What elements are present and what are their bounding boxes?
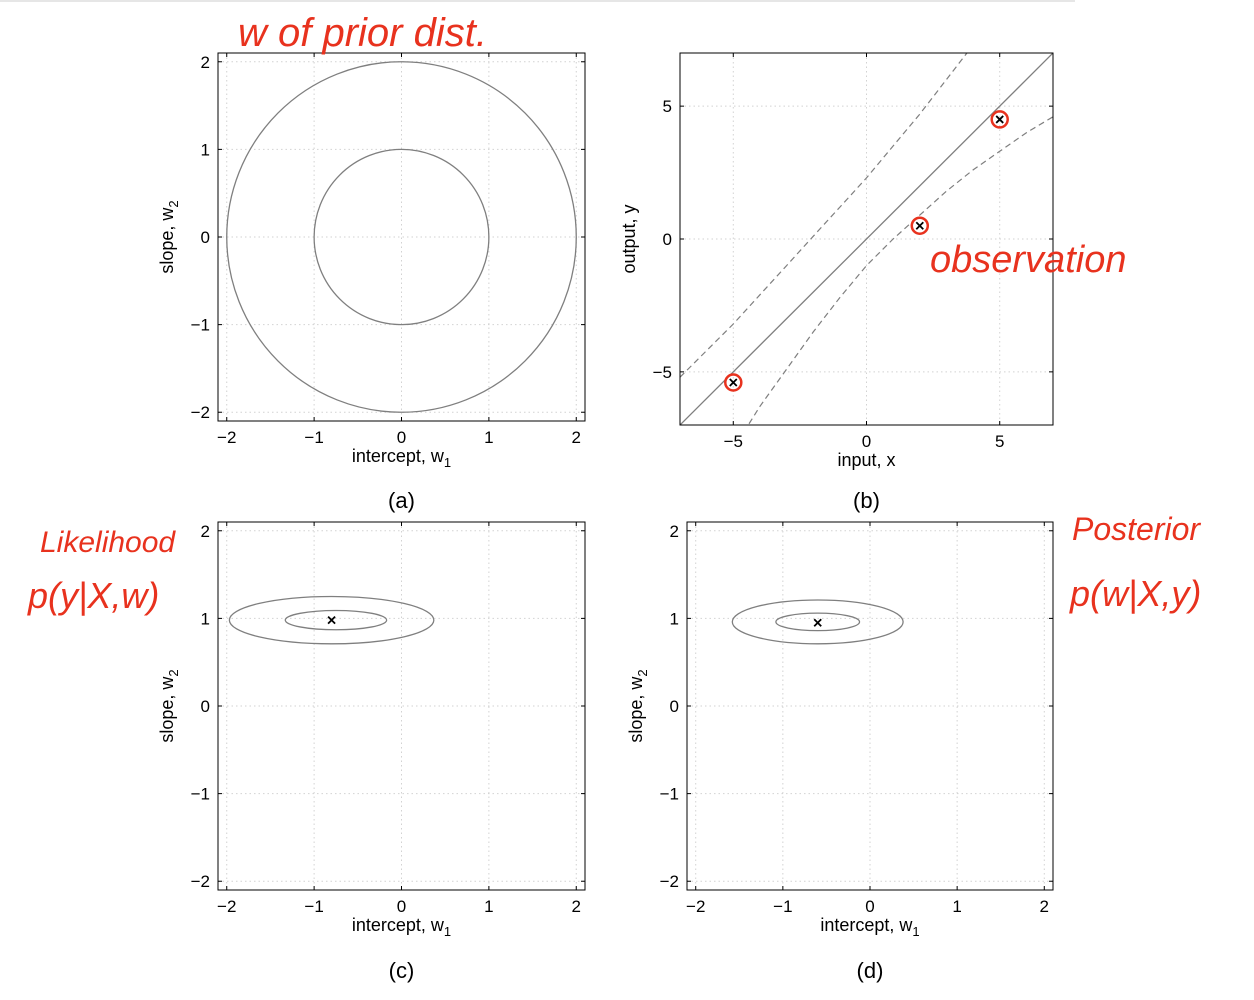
x-axis-label-subscript: 1 — [912, 924, 919, 939]
x-tick-label: −2 — [217, 897, 236, 916]
observation-circle — [990, 110, 1009, 129]
band-lower — [747, 116, 1053, 425]
likelihood-annotation: Likelihood p(y|X,w) — [27, 526, 176, 616]
likelihood-title: Likelihood — [40, 526, 176, 559]
y-axis-label: slope, w2 — [157, 669, 181, 742]
panel-caption: (a) — [388, 488, 415, 513]
panel-a: −2 −1 0 1 2 −2 −1 0 1 2 intercept, w1 slope, w2 (a) — [157, 52, 586, 513]
y-axis-label-subscript: 2 — [166, 669, 181, 676]
panel-caption: (b) — [853, 488, 880, 513]
x-tick-label: 2 — [1040, 897, 1049, 916]
x-tick-label: −5 — [724, 432, 743, 451]
top-divider — [0, 0, 1075, 2]
x-tick-label: 0 — [397, 428, 406, 447]
y-tick-label: −1 — [191, 785, 210, 804]
x-tick-label: −1 — [773, 897, 792, 916]
x-tick-label: 1 — [484, 897, 493, 916]
y-tick-label: 0 — [663, 230, 672, 249]
y-tick-label: 1 — [670, 609, 679, 628]
y-tick-label: −1 — [660, 785, 679, 804]
y-tick-label: −2 — [191, 403, 210, 422]
x-tick-label: −1 — [304, 428, 323, 447]
observation-circle — [910, 216, 930, 235]
y-axis-label-subscript: 2 — [166, 200, 181, 207]
panel-d: −2 −1 0 1 2 −2 −1 0 1 2 intercept, w1 slope, w2 (d) — [626, 521, 1054, 983]
posterior-formula: p(w|X,y) — [1069, 573, 1201, 614]
y-tick-label: 0 — [201, 228, 210, 247]
center-marker — [327, 615, 336, 625]
y-tick-label: 0 — [201, 697, 210, 716]
observation-annotation: observation — [930, 239, 1126, 281]
x-axis-label: intercept, w1 — [820, 915, 919, 939]
plot-area — [680, 53, 1053, 425]
posterior-annotation: Posterior p(w|X,y) — [1069, 511, 1201, 614]
plot-area — [731, 599, 904, 645]
x-tick-label: 0 — [862, 432, 871, 451]
y-tick-label: 2 — [201, 53, 210, 72]
mean-line — [680, 53, 1053, 425]
y-tick-label: 1 — [201, 609, 210, 628]
data-point — [995, 115, 1004, 124]
data-point — [915, 221, 924, 230]
contour-ellipse — [284, 609, 388, 631]
likelihood-formula: p(y|X,w) — [27, 575, 159, 616]
x-axis-label-subscript: 1 — [444, 455, 451, 470]
contour-ellipse — [731, 599, 904, 645]
y-tick-label: −5 — [653, 363, 672, 382]
contour-ellipse — [226, 61, 577, 413]
x-tick-label: 0 — [865, 897, 874, 916]
y-tick-label: 1 — [201, 140, 210, 159]
panel-b: −5 0 5 −5 0 5 input, x output, y (b) — [619, 52, 1054, 513]
y-axis-label-subscript: 2 — [635, 669, 650, 676]
x-tick-label: 1 — [484, 428, 493, 447]
x-axis-label: input, x — [837, 450, 895, 470]
plot-area — [228, 595, 435, 645]
x-axis-label-subscript: 1 — [444, 924, 451, 939]
data-point — [729, 378, 738, 387]
panel-c: −2 −1 0 1 2 −2 −1 0 1 2 intercept, w1 slope, w2 (c) — [157, 521, 586, 983]
x-axis-label: intercept, w1 — [352, 915, 451, 939]
y-axis-label: slope, w2 — [157, 200, 181, 273]
y-tick-label: 0 — [670, 697, 679, 716]
panel-caption: (c) — [389, 958, 415, 983]
x-tick-label: 0 — [397, 897, 406, 916]
contour-ellipse — [228, 595, 435, 645]
y-tick-label: −1 — [191, 316, 210, 335]
x-tick-label: −2 — [686, 897, 705, 916]
observation-annotation-text: observation — [930, 239, 1126, 281]
center-marker — [813, 618, 822, 627]
contour-ellipse — [775, 612, 861, 632]
y-tick-label: −2 — [191, 872, 210, 891]
x-tick-label: 1 — [952, 897, 961, 916]
y-axis-label: output, y — [619, 204, 639, 273]
observation-circle — [724, 373, 743, 392]
y-tick-label: 2 — [201, 522, 210, 541]
x-tick-label: −1 — [304, 897, 323, 916]
prior-annotation: w of prior dist. — [238, 11, 487, 55]
contour-ellipse — [313, 148, 490, 326]
x-tick-label: 5 — [995, 432, 1004, 451]
y-tick-label: −2 — [660, 872, 679, 891]
y-axis-label: slope, w2 — [626, 669, 650, 742]
x-tick-label: −2 — [217, 428, 236, 447]
band-upper — [680, 53, 968, 378]
panel-caption: (d) — [857, 958, 884, 983]
prior-annotation-text: w of prior dist. — [238, 11, 487, 55]
y-tick-label: 5 — [663, 97, 672, 116]
plot-area — [226, 61, 577, 413]
y-tick-label: 2 — [670, 522, 679, 541]
posterior-title: Posterior — [1072, 511, 1201, 547]
x-tick-label: 2 — [572, 897, 581, 916]
x-axis-label: intercept, w1 — [352, 446, 451, 470]
x-tick-label: 2 — [572, 428, 581, 447]
